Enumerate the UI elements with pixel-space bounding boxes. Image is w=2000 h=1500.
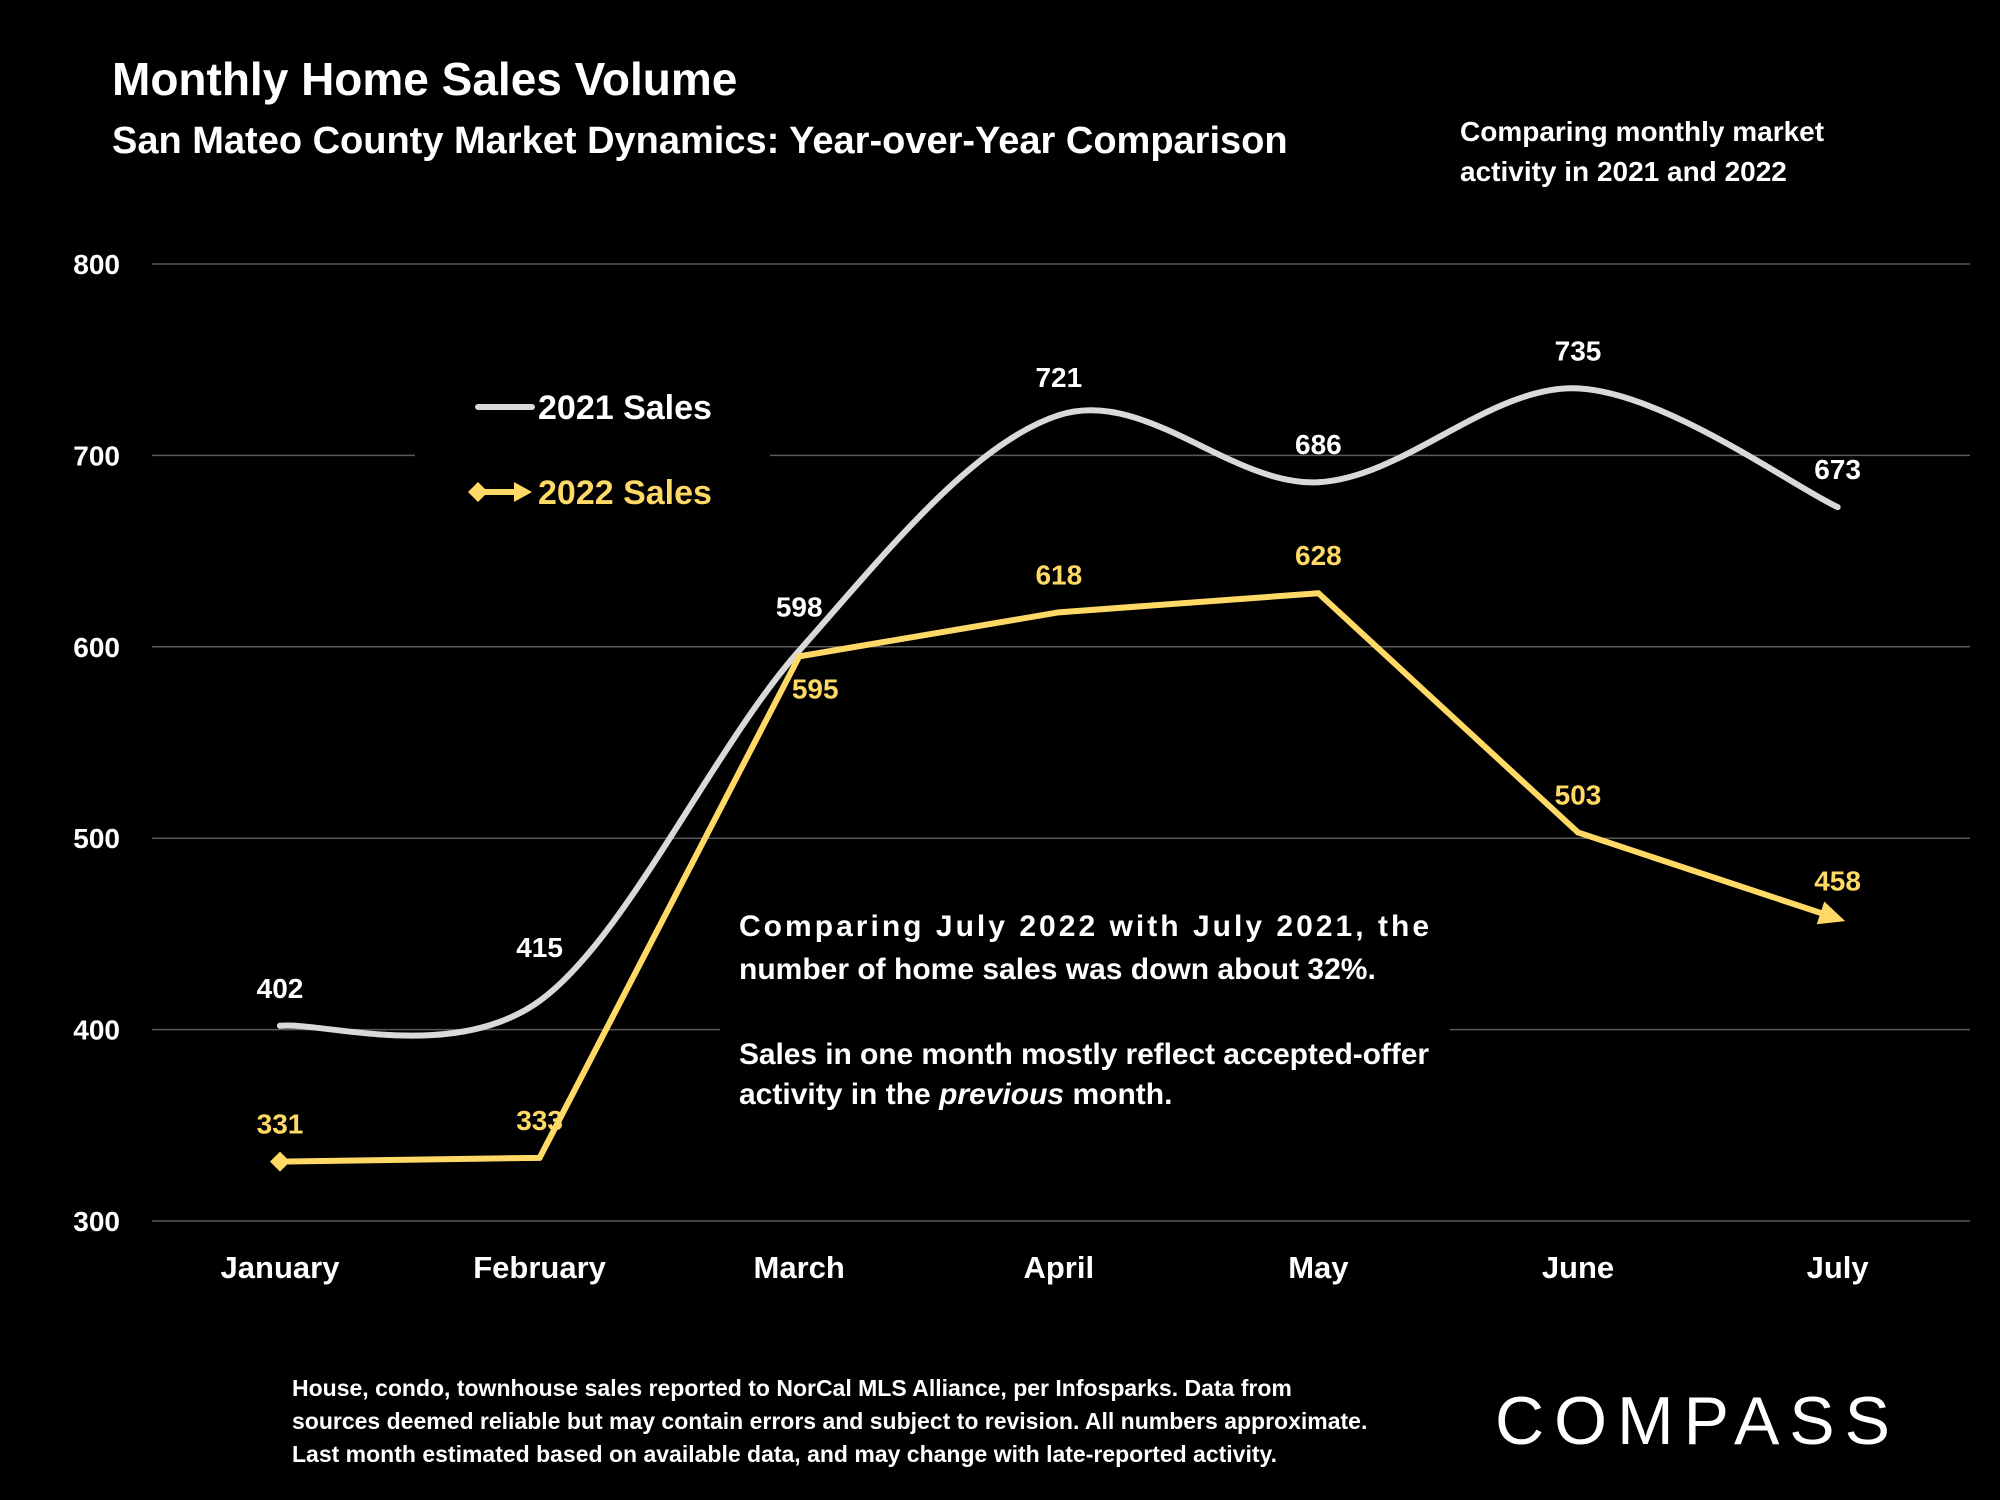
- data-point-2021: [1055, 412, 1062, 419]
- data-label-2022: 595: [792, 673, 839, 704]
- data-label-2021: 402: [257, 973, 304, 1004]
- chart-subtitle: San Mateo County Market Dynamics: Year-o…: [112, 120, 1288, 162]
- x-tick-label: March: [754, 1250, 845, 1285]
- data-point-2022: [796, 653, 803, 660]
- data-point-2021: [277, 1022, 283, 1029]
- data-label-2022: 618: [1035, 559, 1082, 590]
- series-2022-end-arrow: [1816, 901, 1846, 925]
- data-label-2021: 673: [1814, 454, 1861, 485]
- annotation-line: activity in the previous month.: [739, 1078, 1172, 1111]
- footnote-line: Last month estimated based on available …: [292, 1441, 1278, 1467]
- compass-logo: COMPASS: [1495, 1378, 1925, 1459]
- data-label-2021: 415: [516, 932, 563, 963]
- data-label-2022: 503: [1555, 779, 1602, 810]
- data-label-2022: 458: [1814, 866, 1861, 897]
- y-tick-label: 500: [73, 823, 120, 854]
- y-tick-label: 300: [73, 1206, 120, 1237]
- x-tick-label: May: [1288, 1250, 1349, 1285]
- legend-label-2021: 2021 Sales: [538, 389, 712, 427]
- data-point-2022: [1055, 609, 1062, 616]
- annotation-line: Sales in one month mostly reflect accept…: [739, 1038, 1429, 1071]
- x-tick-label: January: [221, 1250, 341, 1285]
- x-tick-label: June: [1542, 1250, 1614, 1285]
- x-tick-label: April: [1023, 1250, 1094, 1285]
- data-label-2022: 628: [1295, 540, 1342, 571]
- legend-arrow-2022: [514, 482, 532, 502]
- data-point-2021: [1575, 385, 1581, 392]
- side-note: Comparing monthly market activity in 202…: [1460, 112, 1880, 192]
- data-point-2022: [1315, 590, 1322, 597]
- source-footnote: House, condo, townhouse sales reported t…: [292, 1372, 1430, 1471]
- data-label-2021: 735: [1555, 335, 1602, 366]
- footnote-line: sources deemed reliable but may contain …: [292, 1408, 1368, 1434]
- annotation-line: Comparing July 2022 with July 2021, the: [739, 910, 1429, 943]
- side-note-line: Comparing monthly market: [1460, 116, 1825, 147]
- x-tick-label: July: [1807, 1250, 1870, 1285]
- data-point-2022: [1575, 829, 1581, 836]
- y-tick-label: 800: [73, 249, 120, 280]
- legend-label-2022: 2022 Sales: [538, 474, 712, 512]
- legend-background: [415, 370, 770, 530]
- data-label-2022: 333: [516, 1105, 563, 1136]
- data-label-2021: 686: [1295, 429, 1342, 460]
- x-tick-label: February: [473, 1250, 606, 1285]
- y-tick-label: 400: [73, 1015, 120, 1046]
- data-point-2022: [536, 1154, 543, 1161]
- footnote-line: House, condo, townhouse sales reported t…: [292, 1375, 1292, 1401]
- legend-diamond-2022: [468, 482, 488, 502]
- chart-title: Monthly Home Sales Volume: [112, 53, 738, 105]
- series-2022-start-marker: [270, 1151, 290, 1172]
- side-note-line: activity in 2021 and 2022: [1460, 156, 1787, 187]
- data-point-2021: [796, 647, 803, 654]
- y-tick-label: 600: [73, 632, 120, 663]
- data-point-2021: [1834, 504, 1841, 511]
- annotation-line: number of home sales was down about 32%.: [739, 953, 1376, 986]
- data-point-2021: [1315, 479, 1322, 486]
- compass-logo-mark: COMPASS: [1495, 1383, 1900, 1459]
- annotation-background: [720, 880, 1450, 1130]
- y-tick-label: 700: [73, 440, 120, 471]
- data-label-2021: 721: [1035, 362, 1082, 393]
- data-label-2022: 331: [257, 1109, 304, 1140]
- data-point-2021: [536, 997, 543, 1004]
- data-label-2021: 598: [776, 592, 823, 623]
- logo-text: COMPASS: [1495, 1383, 1900, 1458]
